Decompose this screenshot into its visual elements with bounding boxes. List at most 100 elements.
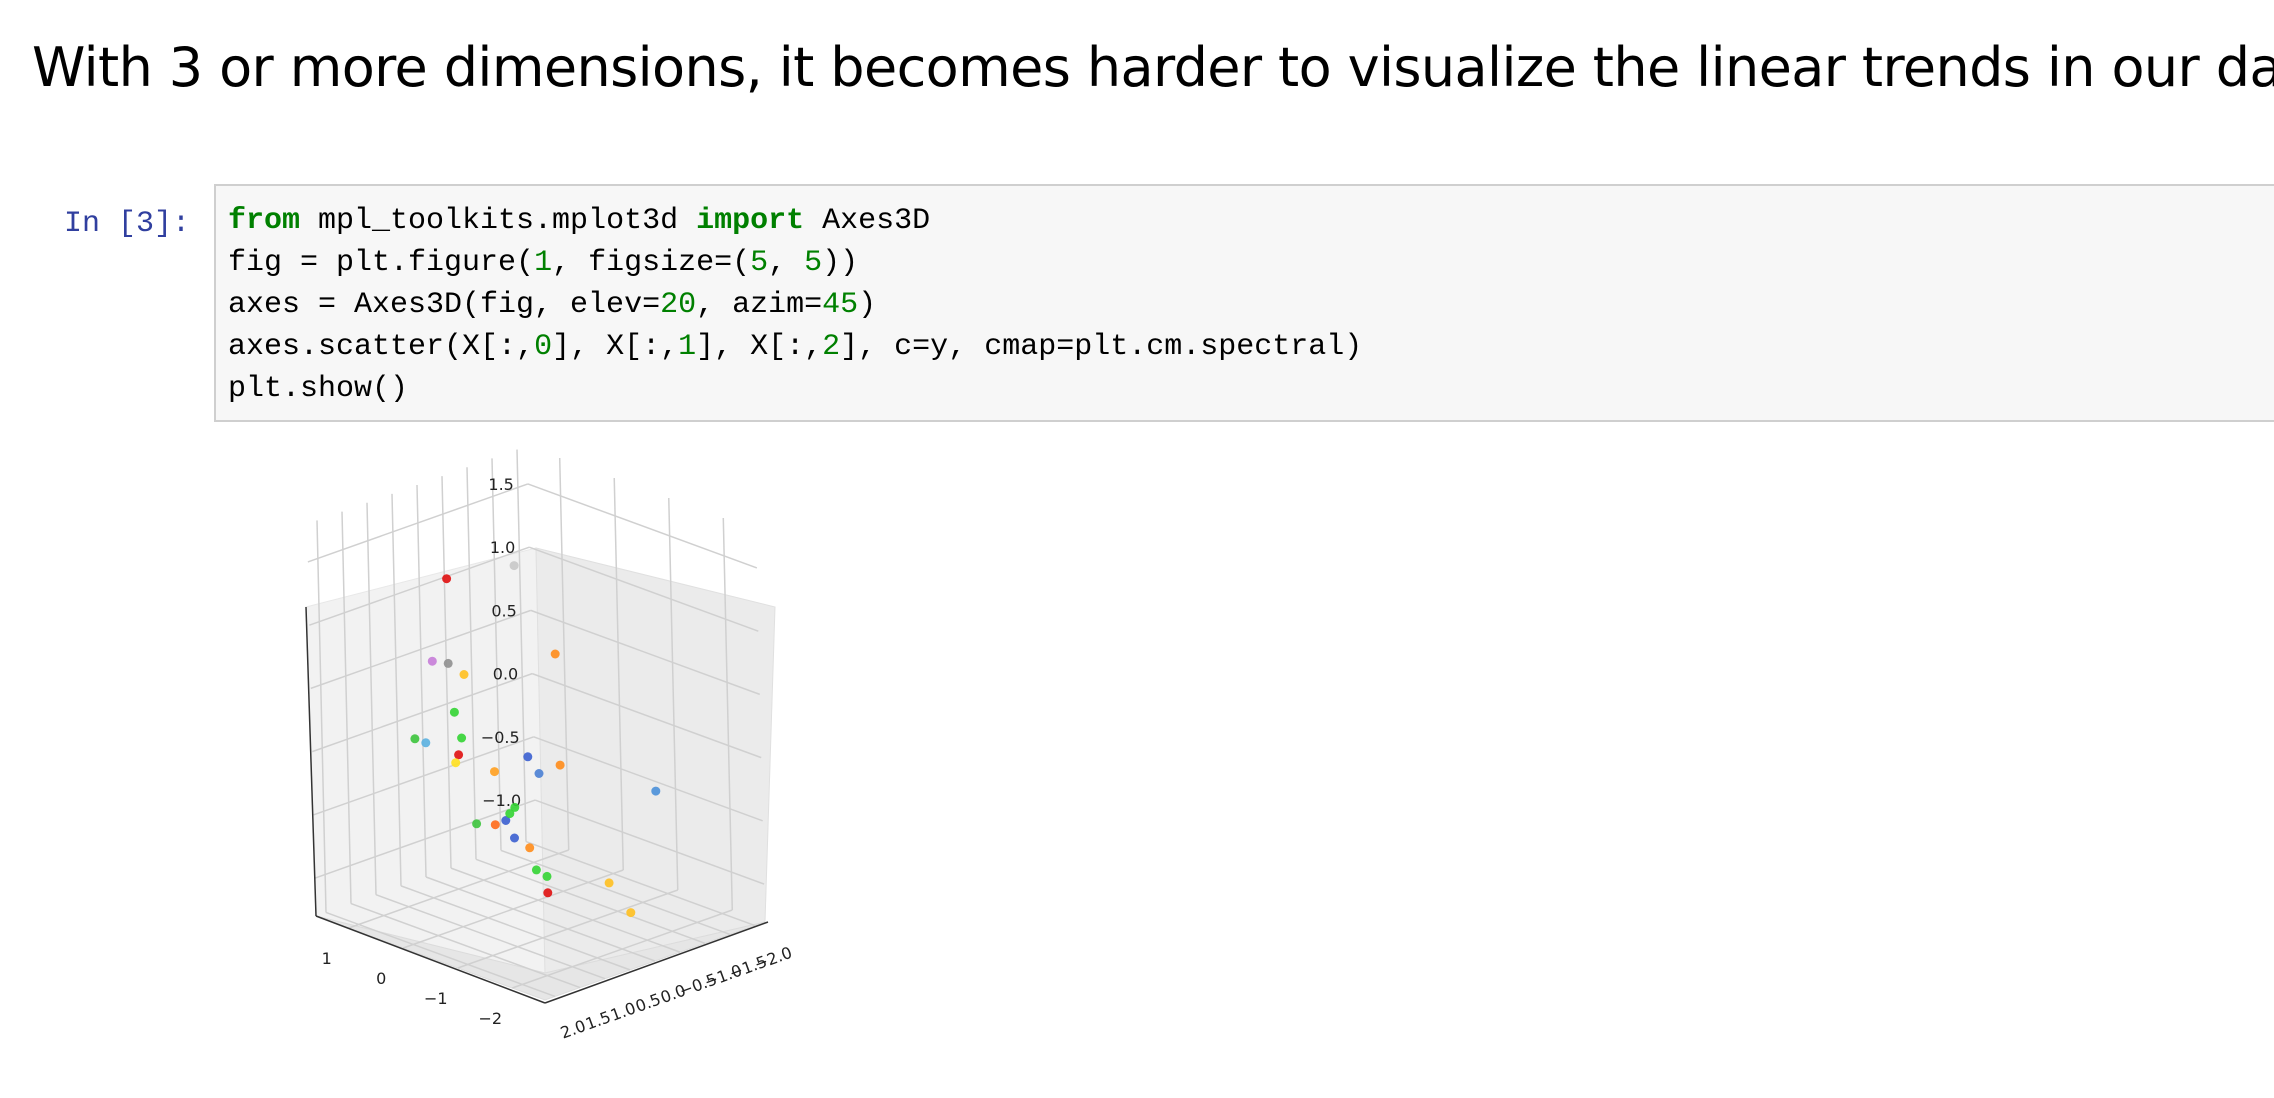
- code-line: from mpl_toolkits.mplot3d import Axes3D: [228, 204, 930, 238]
- code-number: 1: [534, 246, 553, 280]
- x-tick-label: 1: [322, 949, 332, 968]
- code-number: 5: [750, 246, 769, 280]
- grid-line-left-x: [722, 517, 734, 911]
- grid-line-right-y: [516, 449, 527, 842]
- grid-line-floor-y: [425, 876, 656, 962]
- scatter-point: [443, 658, 453, 668]
- code-text: axes = Axes3D(fig, elev=: [228, 288, 661, 322]
- code-text: ): [858, 288, 877, 322]
- code-text: mpl_toolkits.mplot3d: [300, 204, 697, 238]
- code-line: plt.show(): [228, 372, 408, 406]
- grid-line-right-y: [441, 476, 452, 869]
- code-text: )): [822, 246, 859, 280]
- scatter-point: [449, 707, 459, 717]
- z-axis-line: [305, 606, 317, 917]
- code-line: fig = plt.figure(1, figsize=(5, 5)): [228, 246, 858, 280]
- grid-line-left-z: [531, 672, 762, 759]
- grid-line-right-z: [313, 736, 534, 816]
- code-text: ], c=y, cmap=plt.cm.spectral): [840, 330, 1363, 364]
- grid-line-left-z: [530, 609, 761, 696]
- code-number: 20: [660, 288, 697, 322]
- floor-pane: [315, 915, 766, 1001]
- scatter-point: [550, 649, 560, 659]
- grid-line-floor-y: [400, 885, 631, 971]
- grid-line-floor-y: [325, 911, 556, 998]
- y-tick-label: −2.0: [752, 943, 795, 974]
- code-text: Axes3D: [804, 204, 931, 238]
- scatter-point: [421, 738, 431, 748]
- grid-line-right-y: [466, 467, 477, 860]
- scatter-point: [531, 865, 541, 875]
- scatter-point: [490, 820, 500, 830]
- scatter-point: [505, 809, 515, 819]
- grid-line-right-z: [310, 609, 532, 690]
- markdown-heading: With 3 or more dimensions, it becomes ha…: [32, 36, 2274, 99]
- x-tick-label: −1: [424, 989, 448, 1008]
- scatter-point: [410, 734, 420, 744]
- z-tick-label: 0.0: [493, 665, 518, 684]
- code-text: plt.show(): [228, 372, 409, 406]
- scatter-point: [427, 656, 437, 666]
- scatter-point: [510, 833, 519, 843]
- code-text: , azim=: [696, 288, 823, 322]
- grid-line-right-z: [314, 799, 536, 879]
- code-cell-input[interactable]: [214, 184, 2274, 422]
- grid-line-right-z: [309, 546, 530, 626]
- scatter-point: [509, 561, 519, 571]
- input-prompt: In [3]:: [64, 207, 191, 241]
- grid-line-left-x: [668, 497, 679, 891]
- scatter-point: [555, 760, 565, 770]
- scatter-point: [525, 843, 535, 853]
- x-axis-line: [315, 915, 546, 1004]
- x-tick-label: −2: [478, 1009, 502, 1028]
- x-tick-label: 0: [376, 969, 386, 988]
- code-editor[interactable]: from mpl_toolkits.mplot3d import Axes3D …: [228, 200, 1362, 410]
- scatter-point: [510, 802, 520, 812]
- code-text: axes.scatter(X[:,: [228, 330, 535, 364]
- grid-line-right-y: [341, 511, 352, 904]
- scatter-point: [543, 888, 553, 898]
- grid-line-floor-y: [525, 840, 756, 927]
- code-text: ], X[:,: [552, 330, 679, 364]
- scatter-point: [604, 878, 614, 888]
- code-text: ], X[:,: [696, 330, 823, 364]
- scatter-point: [451, 758, 461, 768]
- grid-line-left-x: [613, 477, 624, 871]
- grid-line-right-y: [366, 502, 377, 895]
- code-text: , figsize=(: [552, 246, 751, 280]
- scatter-point: [490, 767, 499, 777]
- axis-lines: [305, 606, 769, 1004]
- z-tick-label: 1.0: [490, 538, 515, 557]
- grid-line-floor-y: [500, 849, 731, 936]
- grid-line-floor-y: [375, 894, 606, 980]
- grid-line-left-z: [533, 736, 763, 822]
- scatter-point: [442, 574, 452, 584]
- code-number: 0: [534, 330, 553, 364]
- code-keyword: from: [228, 204, 301, 238]
- grid-lines: [307, 449, 765, 998]
- scatter-points: [410, 561, 661, 918]
- grid-line-right-y: [391, 493, 402, 886]
- grid-line-floor-y: [350, 902, 581, 989]
- grid-line-floor-y: [475, 858, 706, 944]
- scatter-point: [457, 733, 467, 743]
- code-line: axes.scatter(X[:,0], X[:,1], X[:,2], c=y…: [228, 330, 1362, 364]
- grid-line-right-y: [416, 484, 427, 878]
- scatter-point: [501, 816, 511, 825]
- z-tick-label: 1.5: [488, 475, 513, 494]
- scatter-point: [472, 819, 482, 829]
- scatter-point: [523, 752, 533, 762]
- grid-line-right-y: [316, 520, 327, 913]
- scatter-point: [542, 871, 552, 881]
- code-number: 5: [804, 246, 823, 280]
- grid-line-right-y: [491, 458, 502, 851]
- code-text: ,: [768, 246, 805, 280]
- code-number: 45: [822, 288, 859, 322]
- grid-line-left-x: [558, 457, 570, 851]
- code-line: axes = Axes3D(fig, elev=20, azim=45): [228, 288, 876, 322]
- code-number: 1: [678, 330, 697, 364]
- code-text: fig = plt.figure(: [228, 246, 535, 280]
- scatter-point: [534, 769, 544, 778]
- grid-line-right-z: [311, 672, 533, 753]
